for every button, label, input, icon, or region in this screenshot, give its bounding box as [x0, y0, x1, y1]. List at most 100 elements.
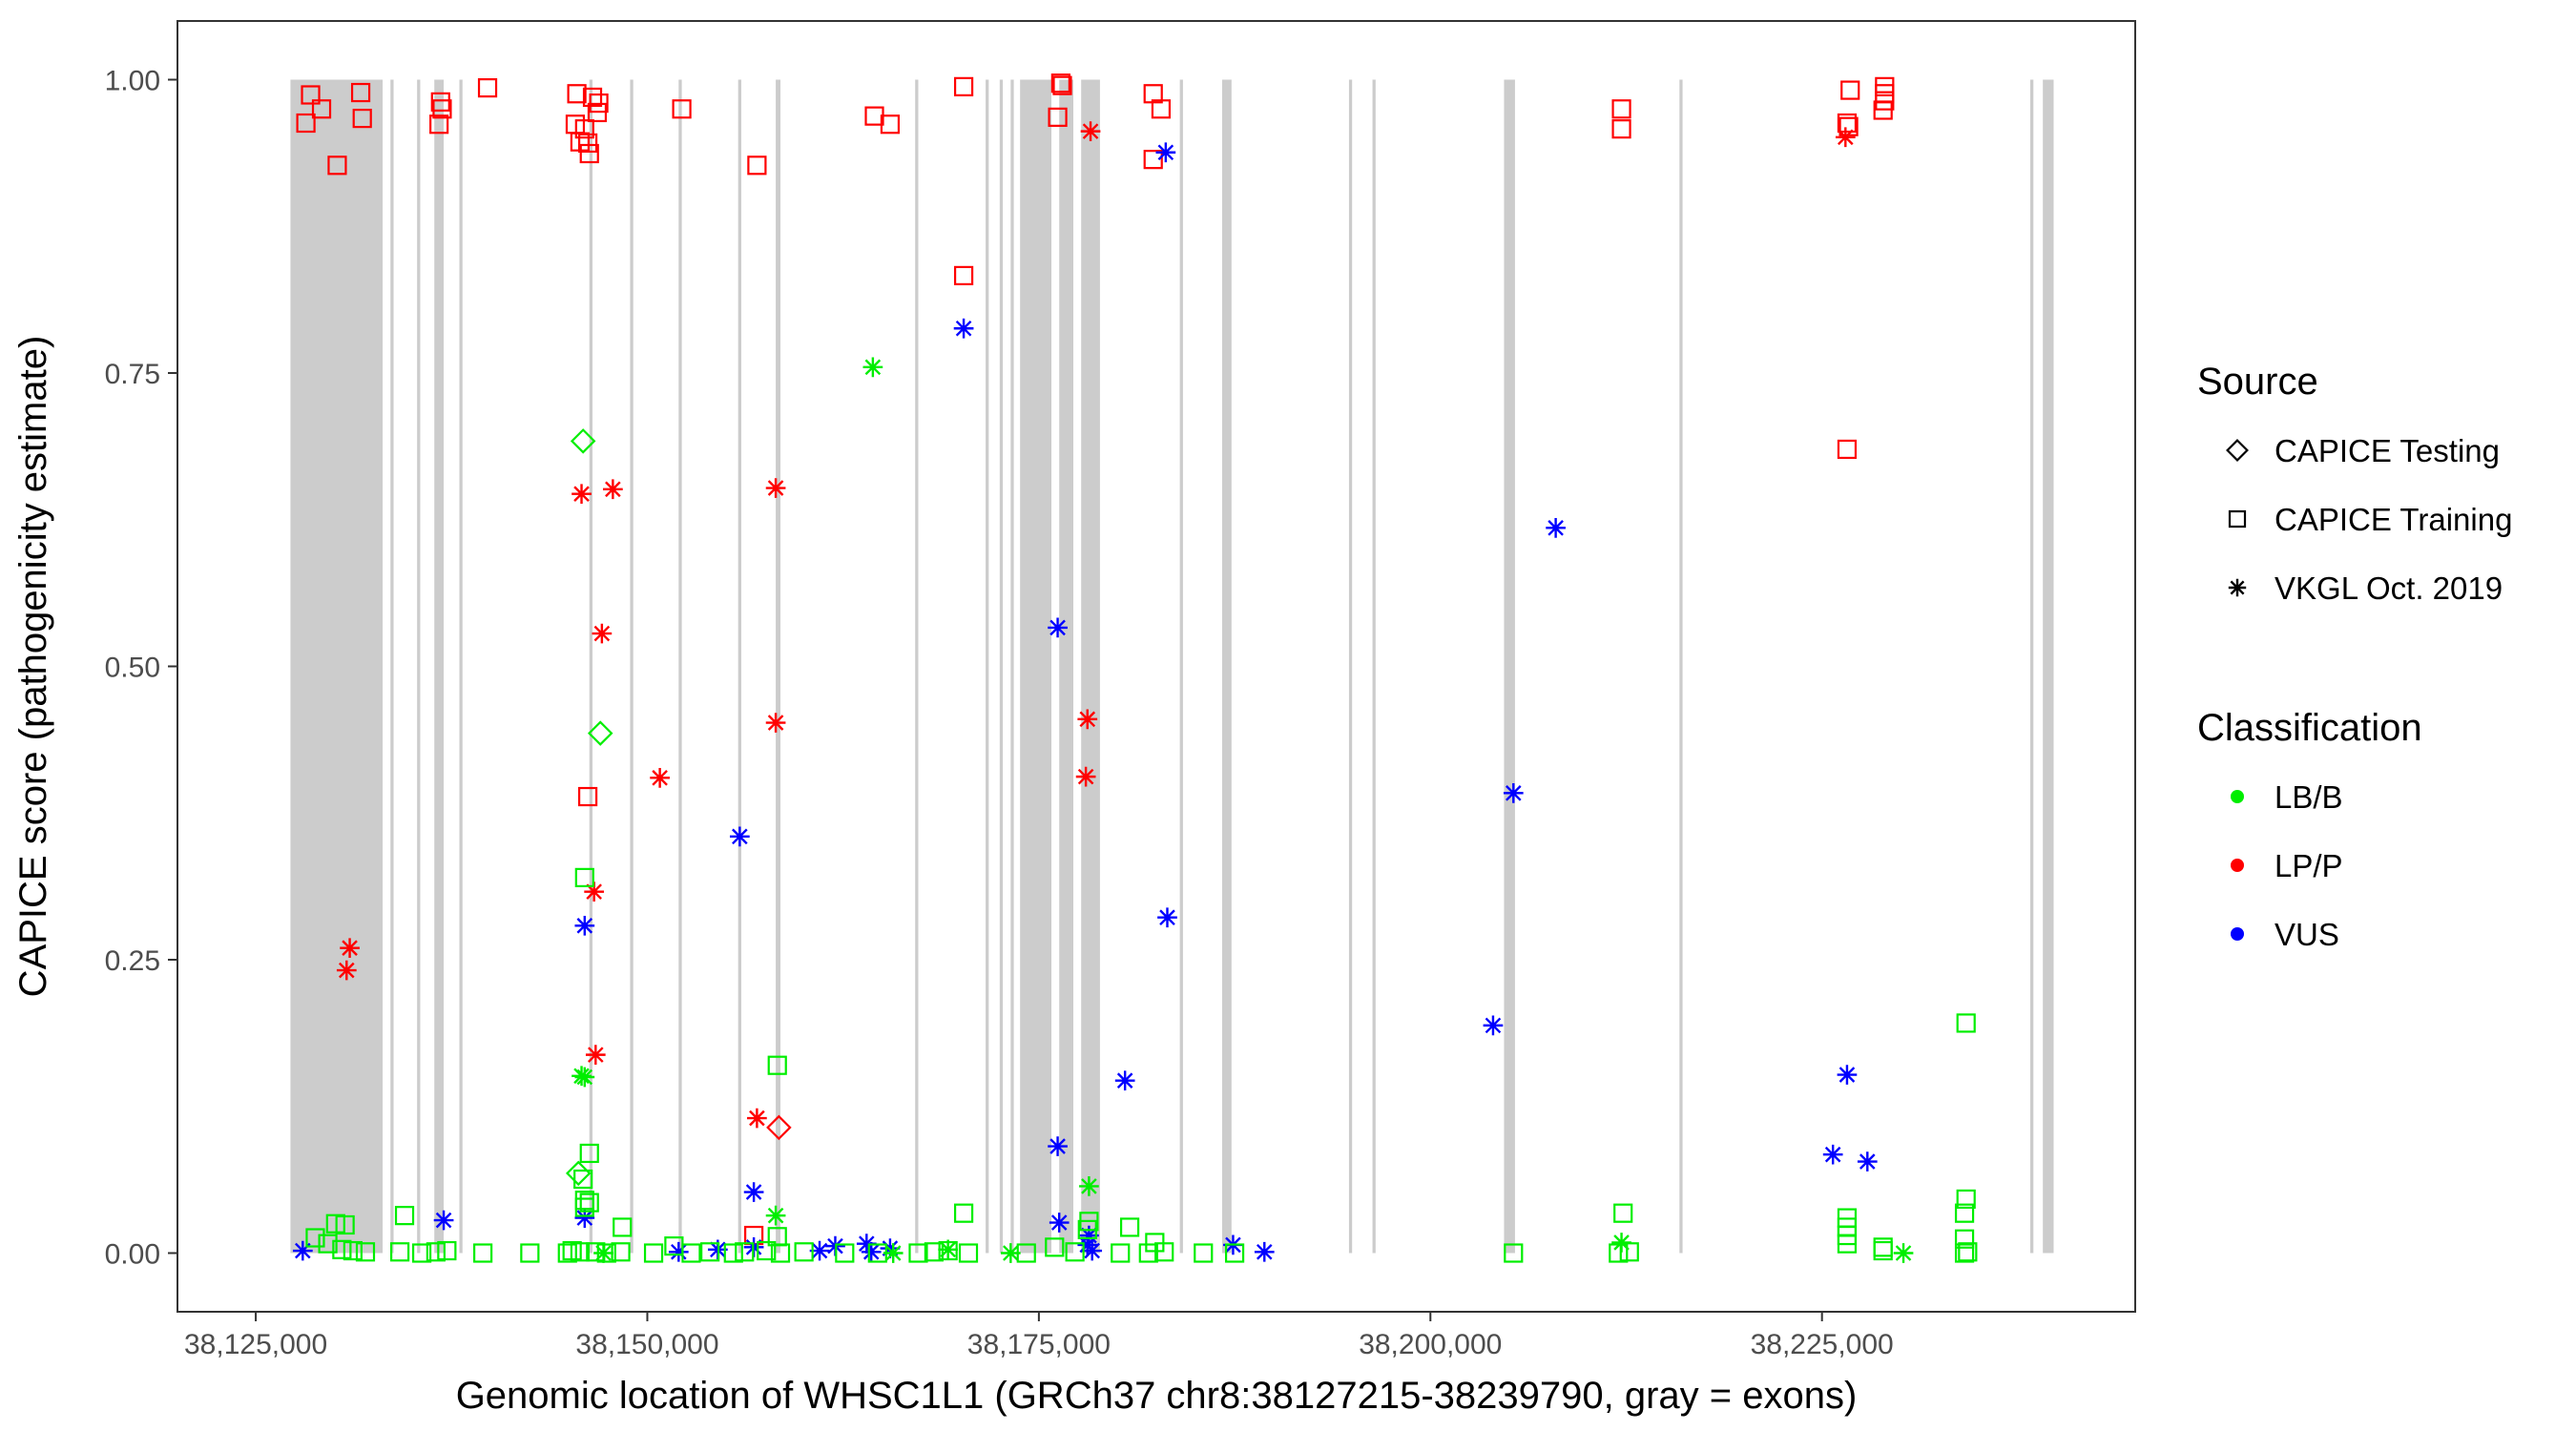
data-point — [437, 1240, 457, 1261]
data-point — [1194, 1243, 1214, 1263]
data-point — [1954, 1243, 1975, 1263]
data-point — [908, 1243, 928, 1263]
data-point — [565, 1160, 592, 1187]
exon-band — [999, 79, 1004, 1254]
data-point — [953, 76, 974, 96]
data-point — [1875, 84, 1895, 104]
data-point — [473, 1243, 493, 1263]
data-point — [938, 1239, 959, 1260]
legend-key-color — [2231, 859, 2244, 872]
data-point — [924, 1242, 944, 1262]
exon-band — [1020, 79, 1052, 1254]
data-point — [573, 1169, 593, 1190]
x-tick-label: 38,175,000 — [967, 1329, 1111, 1360]
data-point — [574, 1067, 595, 1088]
data-point — [650, 768, 670, 788]
data-point — [1873, 100, 1893, 120]
data-point — [611, 1242, 631, 1262]
data-point — [765, 478, 786, 498]
y-tick-label: 0.00 — [105, 1239, 160, 1271]
legend-label: VKGL Oct. 2019 — [2275, 570, 2503, 606]
data-point — [953, 318, 974, 339]
data-point — [1611, 99, 1631, 119]
exon-band — [1679, 79, 1683, 1254]
data-point — [1000, 1243, 1021, 1263]
data-point — [1956, 1189, 1976, 1210]
plot-panel — [177, 20, 2136, 1313]
data-point — [1114, 1070, 1135, 1091]
data-point — [1157, 907, 1177, 928]
data-point — [343, 1240, 363, 1261]
data-point — [1079, 1176, 1099, 1196]
x-tick-label: 38,150,000 — [575, 1329, 718, 1360]
exon-band — [1372, 79, 1376, 1254]
series — [766, 1114, 792, 1141]
data-point — [1840, 80, 1860, 100]
data-points — [292, 73, 1978, 1263]
data-point — [296, 113, 316, 134]
data-point — [355, 1242, 376, 1262]
data-point — [1065, 1242, 1085, 1262]
data-point — [681, 1243, 701, 1263]
legend-key-diamond — [2226, 439, 2249, 462]
data-point — [747, 1108, 767, 1129]
data-point — [579, 1143, 599, 1164]
legend-key-asterisk — [2228, 578, 2247, 597]
data-point — [336, 960, 357, 981]
data-point — [1045, 1237, 1065, 1257]
data-point — [723, 1243, 743, 1263]
exon-band — [417, 79, 421, 1254]
data-point — [587, 720, 613, 746]
exon-band — [915, 79, 919, 1254]
data-point — [1151, 99, 1172, 119]
data-point — [1048, 617, 1068, 638]
data-point — [953, 265, 974, 286]
x-axis-title: Genomic location of WHSC1L1 (GRCh37 chr8… — [456, 1375, 1858, 1417]
data-point — [577, 133, 598, 154]
data-point — [743, 1182, 764, 1202]
exon-band — [2030, 79, 2034, 1254]
exon-band — [589, 79, 593, 1254]
exon-band — [1179, 79, 1183, 1254]
data-point — [1837, 1065, 1858, 1085]
data-point — [613, 1217, 633, 1237]
exon-band — [1059, 79, 1073, 1254]
data-point — [432, 99, 452, 119]
data-point — [574, 1197, 594, 1217]
exon-band — [434, 79, 445, 1254]
data-point — [867, 1243, 887, 1263]
exon-band — [1504, 79, 1515, 1254]
exon-band — [290, 79, 384, 1254]
data-point — [953, 1203, 974, 1223]
data-point — [1503, 782, 1524, 803]
legend-label: CAPICE Testing — [2275, 433, 2500, 468]
data-point — [794, 1242, 814, 1262]
data-point — [809, 1240, 830, 1261]
data-point — [579, 143, 599, 164]
data-point — [1954, 1203, 1975, 1223]
data-point — [765, 713, 786, 733]
data-point — [332, 1239, 352, 1259]
data-point — [340, 938, 360, 959]
series — [305, 867, 1978, 1263]
exon-band — [630, 79, 634, 1254]
legend-label: CAPICE Training — [2275, 502, 2512, 537]
data-point — [596, 1243, 616, 1263]
data-point — [856, 1234, 877, 1255]
exon-band — [737, 79, 741, 1254]
legend-title-classification: Classification — [2197, 707, 2422, 749]
exon-band — [390, 79, 394, 1254]
data-point — [1224, 1243, 1245, 1263]
data-point — [430, 92, 450, 112]
data-point — [668, 1241, 689, 1262]
x-axis: 38,125,000 38,150,000 38,175,000 38,200,000… — [184, 1312, 1894, 1360]
data-point — [574, 915, 595, 936]
data-point — [938, 1240, 958, 1261]
data-point — [1822, 1144, 1843, 1165]
data-point — [958, 1243, 979, 1263]
data-point — [574, 119, 594, 139]
data-point — [1619, 1242, 1639, 1262]
data-point — [1837, 113, 1858, 134]
x-tick-label: 38,200,000 — [1359, 1329, 1502, 1360]
